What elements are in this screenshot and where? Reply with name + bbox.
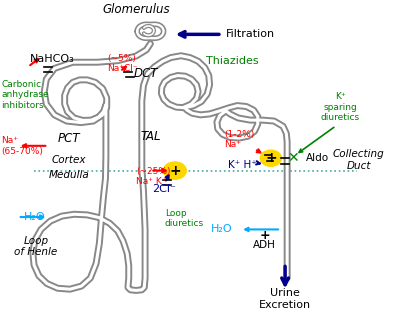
Text: Urine
Excretion: Urine Excretion [259, 288, 311, 310]
Text: PCT: PCT [58, 132, 80, 144]
Text: H₂O: H₂O [210, 225, 232, 235]
Text: ADH: ADH [252, 240, 275, 250]
Text: +: + [265, 151, 277, 165]
Text: NaHCO₃: NaHCO₃ [30, 54, 75, 64]
Text: DCT: DCT [134, 67, 159, 79]
Text: 2Cl⁻: 2Cl⁻ [152, 184, 176, 194]
Text: Na⁺
(65-70%): Na⁺ (65-70%) [1, 136, 43, 155]
Text: (~25%)
Na⁺ K⁺: (~25%) Na⁺ K⁺ [136, 167, 171, 187]
Text: Cortex: Cortex [51, 155, 86, 165]
Text: Aldo: Aldo [305, 153, 329, 163]
Text: K⁺
sparing
diuretics: K⁺ sparing diuretics [321, 92, 360, 122]
Text: Glomerulus: Glomerulus [102, 3, 170, 16]
Text: Filtration: Filtration [226, 29, 275, 39]
Text: (1-2%)
Na⁺: (1-2%) Na⁺ [224, 130, 254, 149]
Text: Loop
of Henle: Loop of Henle [14, 236, 58, 257]
Text: Carbonic
anhydrase
inhibitors: Carbonic anhydrase inhibitors [1, 80, 49, 110]
Text: (~5%)
Na⁺Cl⁻: (~5%) Na⁺Cl⁻ [108, 54, 138, 73]
Text: K⁺ H⁺: K⁺ H⁺ [228, 160, 257, 170]
Text: Thiazides: Thiazides [206, 56, 258, 66]
Text: +: + [169, 164, 181, 178]
Text: Medulla: Medulla [48, 170, 89, 180]
Text: ✕: ✕ [287, 151, 299, 165]
Text: TAL: TAL [140, 130, 161, 143]
Text: +: + [259, 229, 270, 242]
Text: Collecting
Duct: Collecting Duct [333, 149, 384, 171]
Text: H₂O: H₂O [24, 212, 46, 222]
Circle shape [260, 150, 282, 166]
Circle shape [164, 162, 186, 179]
Text: Loop
diuretics: Loop diuretics [165, 209, 204, 228]
